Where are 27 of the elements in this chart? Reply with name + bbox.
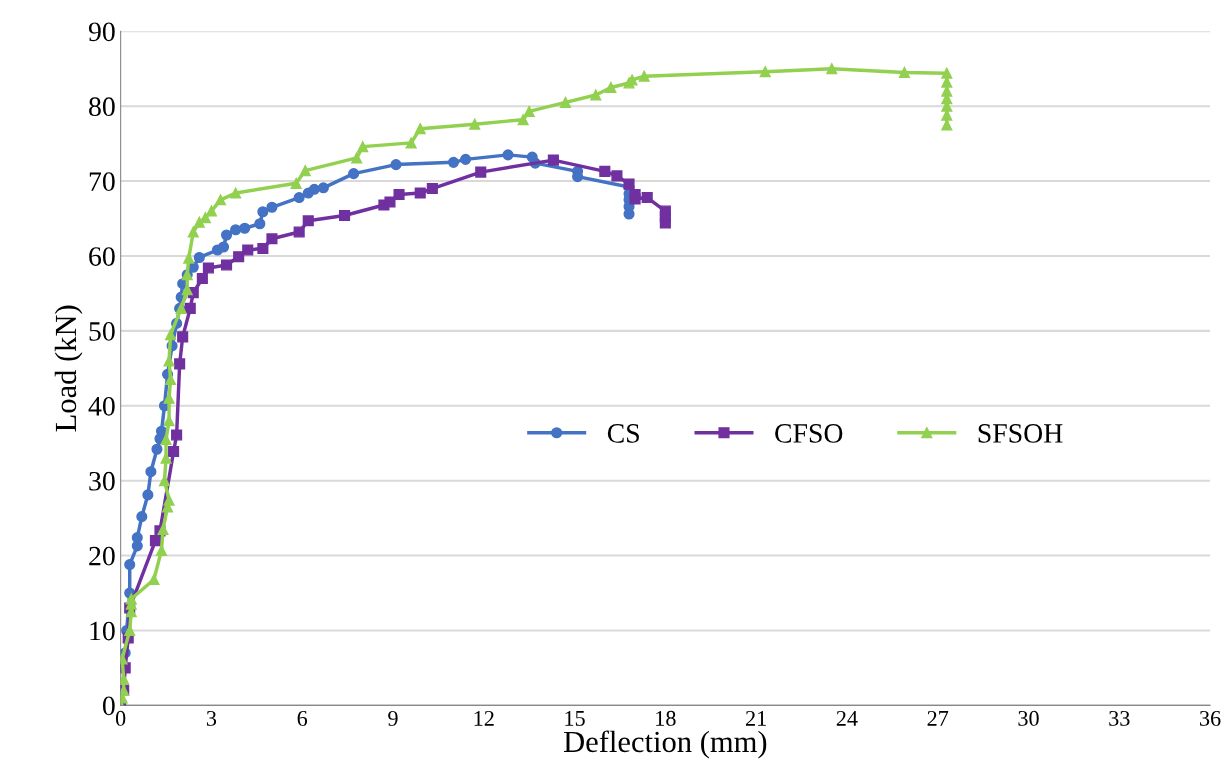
x-tick-label: 30: [1018, 710, 1039, 726]
legend-label: CS: [607, 424, 639, 443]
x-tick-label: 12: [474, 710, 494, 726]
x-tick-label: 3: [206, 710, 217, 726]
x-tick-label: 27: [927, 710, 949, 726]
x-tick-label: 15: [565, 710, 585, 726]
x-tick-label: 21: [746, 710, 766, 726]
x-tick-label: 9: [388, 710, 398, 726]
legend-label: CFSO: [775, 424, 843, 443]
y-tick-label: 70: [89, 172, 115, 191]
x-tick-label: 18: [656, 710, 676, 726]
y-tick-label: 30: [89, 471, 115, 491]
x-tick-label: 24: [836, 710, 858, 726]
legend-label: SFSOH: [978, 424, 1063, 443]
x-tick-label: 36: [1200, 710, 1221, 726]
y-tick-label: 20: [89, 546, 115, 566]
y-tick-label: 50: [89, 322, 115, 341]
x-axis-title: Deflection (mm): [564, 730, 767, 759]
y-axis-title: Load (kN): [54, 305, 83, 432]
y-tick-label: 90: [88, 22, 115, 42]
y-tick-label: 10: [90, 621, 115, 641]
x-tick-label: 6: [297, 710, 308, 726]
x-tick-label: 0: [115, 710, 126, 726]
y-tick-label: 60: [89, 247, 115, 266]
y-tick-label: 80: [89, 97, 115, 117]
x-tick-label: 33: [1109, 710, 1130, 726]
y-tick-label: 40: [88, 396, 115, 416]
